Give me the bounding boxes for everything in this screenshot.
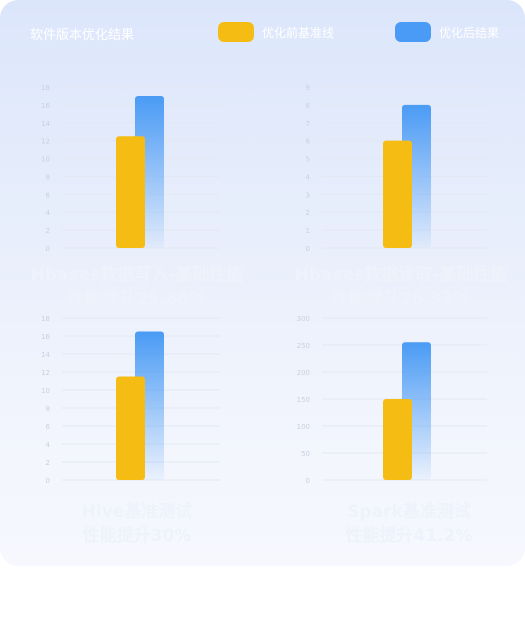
y-tick-label: 16: [41, 333, 50, 341]
caption-hbase-read-gain: 性能提升26.33%: [331, 289, 471, 309]
y-tick-label: 4: [46, 441, 51, 449]
charts-svg: 0246810121416180123456789024681012141618…: [41, 84, 487, 485]
caption-hbase-read: Hbases数据读取-基础性能 性能提升26.33%: [270, 263, 525, 311]
y-tick-label: 8: [306, 102, 310, 110]
caption-hive: Hive基准测试 性能提升30%: [6, 500, 268, 548]
y-tick-label: 14: [41, 120, 50, 128]
y-tick-label: 5: [306, 156, 310, 164]
y-tick-label: 300: [297, 315, 310, 323]
legend-label-before: 优化前基准线: [262, 25, 335, 40]
caption-spark-gain: 性能提升41.2%: [345, 526, 473, 546]
legend-swatch-after: [395, 22, 431, 42]
y-tick-label: 0: [306, 477, 310, 485]
y-tick-label: 7: [306, 120, 310, 128]
y-tick-label: 12: [41, 138, 50, 146]
y-tick-label: 1: [306, 227, 310, 235]
y-tick-label: 250: [297, 342, 310, 350]
y-tick-label: 16: [41, 102, 50, 110]
y-tick-label: 18: [41, 315, 50, 323]
caption-hive-gain: 性能提升30%: [82, 526, 192, 546]
caption-hbase-write-title: Hbases数据写入-基础性能: [30, 265, 244, 285]
y-tick-label: 6: [306, 138, 311, 146]
y-tick-label: 6: [46, 423, 51, 431]
y-tick-label: 0: [306, 245, 310, 253]
legend-label-after: 优化后结果: [439, 25, 500, 40]
bar-before-optimization: [116, 376, 145, 480]
y-tick-label: 8: [46, 173, 50, 181]
y-tick-label: 3: [306, 191, 310, 199]
y-tick-label: 0: [46, 477, 50, 485]
y-tick-label: 4: [46, 209, 51, 217]
bar-before-optimization: [383, 399, 412, 480]
legend-item-before: 优化前基准线: [218, 21, 334, 43]
bar-before-optimization: [116, 136, 145, 248]
y-tick-label: 10: [41, 387, 50, 395]
y-tick-label: 2: [306, 209, 310, 217]
caption-hive-title: Hive基准测试: [81, 502, 193, 522]
legend-item-after: 优化后结果: [395, 21, 499, 43]
bar-before-optimization: [383, 140, 412, 248]
y-tick-label: 12: [41, 369, 50, 377]
y-tick-label: 8: [46, 405, 50, 413]
caption-hbase-write-gain: 性能提升25.66%: [67, 289, 207, 309]
chart-card: 软件版本优化结果 优化前基准线 优化后结果 0 2 4 6 8 10 12 14 16 18 0 1 2…: [0, 0, 525, 566]
y-tick-label: 200: [297, 369, 310, 377]
y-tick-label: 4: [306, 173, 311, 181]
legend-title: 软件版本优化结果: [30, 28, 135, 43]
y-tick-label: 0: [46, 245, 50, 253]
caption-spark-title: Spark基准测试: [347, 502, 471, 522]
y-tick-label: 14: [41, 351, 50, 359]
y-tick-label: 2: [46, 227, 50, 235]
caption-hbase-write: Hbases数据写入-基础性能 性能提升25.66%: [6, 263, 268, 311]
y-tick-label: 150: [297, 396, 310, 404]
y-tick-label: 50: [301, 450, 310, 458]
y-tick-label: 2: [46, 459, 50, 467]
y-tick-label: 9: [306, 84, 310, 92]
legend-swatch-before: [218, 22, 254, 42]
y-tick-label: 6: [46, 191, 51, 199]
caption-hbase-read-title: Hbases数据读取-基础性能: [294, 265, 508, 285]
y-tick-label: 10: [41, 156, 50, 164]
y-tick-label: 18: [41, 84, 50, 92]
y-tick-label: 100: [297, 423, 310, 431]
caption-spark: Spark基准测试 性能提升41.2%: [278, 500, 525, 548]
